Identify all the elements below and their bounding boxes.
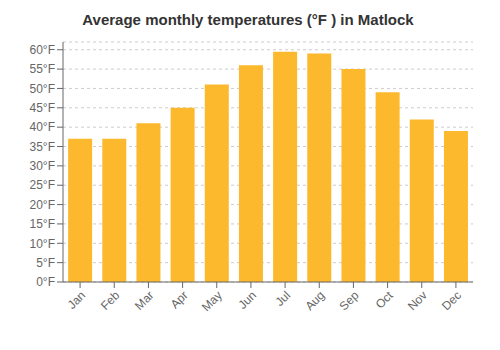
svg-text:Jul: Jul bbox=[272, 288, 293, 309]
svg-text:Mar: Mar bbox=[132, 288, 157, 313]
svg-text:Jun: Jun bbox=[235, 288, 259, 312]
svg-text:Nov: Nov bbox=[405, 288, 430, 313]
svg-text:60°F: 60°F bbox=[30, 43, 55, 57]
svg-text:15°F: 15°F bbox=[30, 217, 55, 231]
svg-text:Dec: Dec bbox=[439, 288, 464, 313]
svg-text:0°F: 0°F bbox=[36, 275, 55, 289]
svg-text:Oct: Oct bbox=[373, 288, 397, 312]
svg-text:10°F: 10°F bbox=[30, 237, 55, 251]
svg-text:40°F: 40°F bbox=[30, 120, 55, 134]
svg-text:35°F: 35°F bbox=[30, 140, 55, 154]
svg-text:Aug: Aug bbox=[302, 288, 327, 313]
svg-text:Apr: Apr bbox=[168, 288, 191, 311]
html-text:Average monthly temperatures (: Average monthly temperatures (°F ) in Ma… bbox=[82, 11, 414, 28]
svg-text:Sep: Sep bbox=[337, 288, 362, 313]
svg-text:55°F: 55°F bbox=[30, 62, 55, 76]
svg-text:Feb: Feb bbox=[98, 288, 123, 313]
svg-text:25°F: 25°F bbox=[30, 178, 55, 192]
svg-text:20°F: 20°F bbox=[30, 198, 55, 212]
svg-text:5°F: 5°F bbox=[36, 256, 55, 270]
svg-text:May: May bbox=[199, 288, 225, 314]
svg-text:30°F: 30°F bbox=[30, 159, 55, 173]
svg-text:45°F: 45°F bbox=[30, 101, 55, 115]
svg-text:Jan: Jan bbox=[65, 288, 89, 312]
svg-text:50°F: 50°F bbox=[30, 82, 55, 96]
